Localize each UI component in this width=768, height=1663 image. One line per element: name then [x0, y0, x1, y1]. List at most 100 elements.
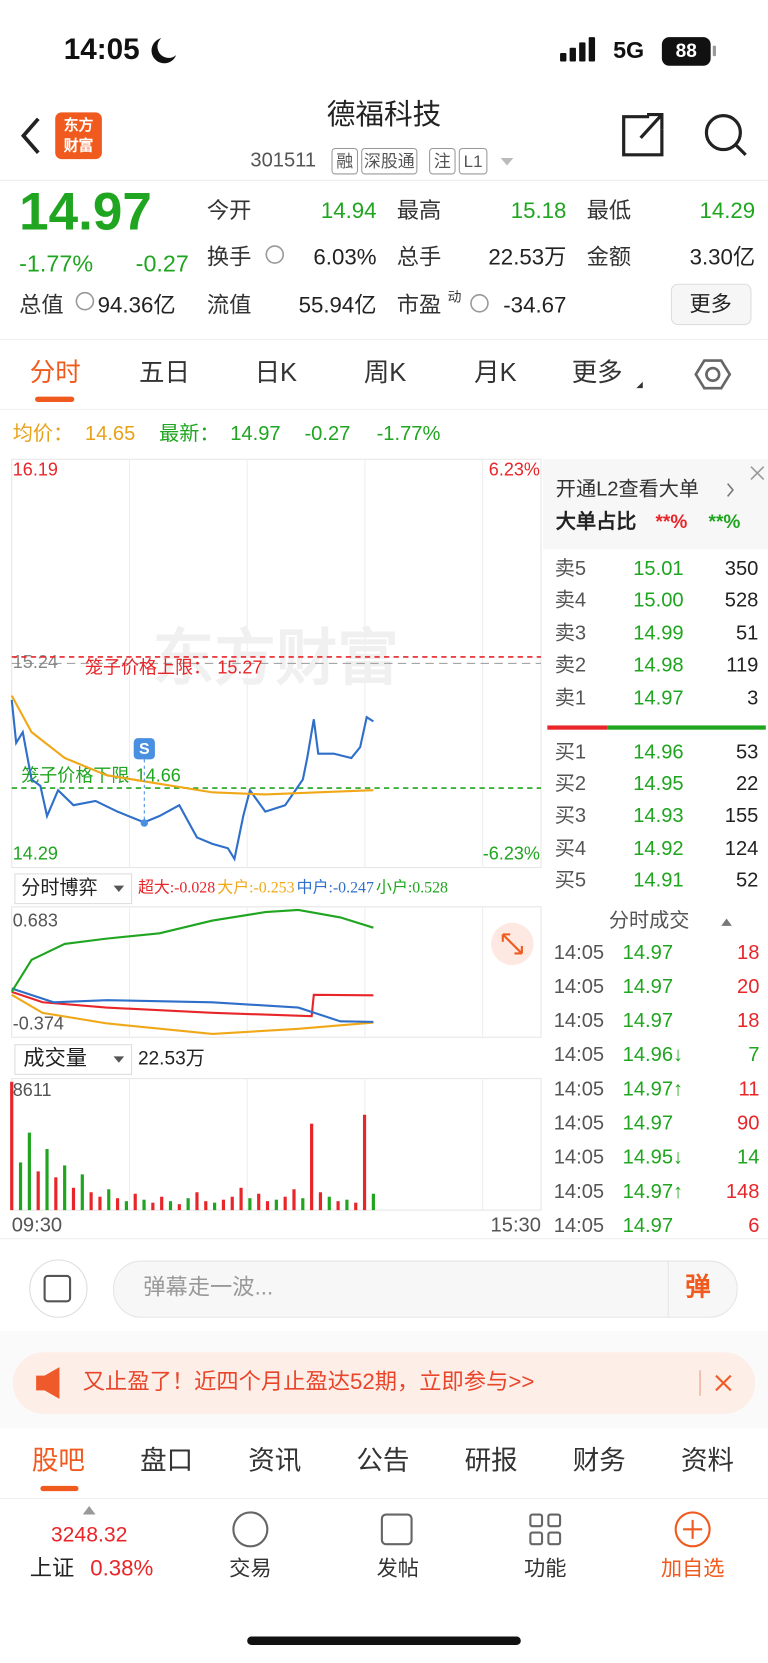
summary-value: -1.77%	[377, 423, 441, 445]
price-limit-name: 笼子价格下限	[21, 765, 129, 785]
series-line	[10, 908, 374, 993]
period-tab[interactable]: 日K	[255, 359, 297, 387]
content-tab[interactable]: 股吧	[32, 1446, 85, 1476]
promo-chevron[interactable]	[727, 483, 734, 497]
field-value: 14.94	[321, 198, 377, 223]
banner[interactable]	[12, 1352, 756, 1414]
trade-time: 14:05	[554, 1113, 604, 1135]
period-tab[interactable]: 五日	[139, 359, 190, 387]
series-line	[10, 695, 374, 796]
legend-entry: 中户:-0.247	[297, 878, 374, 896]
banner-close[interactable]	[715, 1374, 732, 1392]
nav-item[interactable]: 功能	[524, 1556, 566, 1580]
trade-icon[interactable]	[232, 1511, 269, 1548]
info-icon[interactable]	[470, 294, 489, 313]
comment-icon-button[interactable]	[29, 1259, 88, 1318]
legend-entry: 小户:0.528	[376, 878, 448, 896]
more-button-label: 更多	[689, 292, 731, 316]
volume-bar	[230, 1196, 234, 1211]
change-percent: -1.77%	[19, 250, 93, 276]
megaphone-icon	[36, 1367, 60, 1399]
content-tab[interactable]: 公告	[356, 1446, 409, 1476]
function-icon[interactable]	[529, 1513, 562, 1546]
comment-input[interactable]	[113, 1260, 738, 1318]
close-button[interactable]	[750, 466, 765, 480]
book-label: 买2	[555, 773, 586, 795]
search-button[interactable]	[704, 114, 747, 156]
period-tab[interactable]: 周K	[364, 359, 406, 387]
y-tick-label: 14.29	[13, 844, 58, 864]
volume-bar	[345, 1199, 349, 1211]
dropdown-arrow[interactable]	[500, 158, 514, 166]
period-tab[interactable]: 更多	[572, 359, 623, 387]
trades-toggle[interactable]	[721, 918, 732, 926]
nav-item[interactable]: 发帖	[377, 1556, 419, 1580]
trade-time: 14:05	[554, 1215, 604, 1237]
nav-item[interactable]: 交易	[229, 1556, 271, 1580]
book-price: 14.93	[633, 805, 683, 827]
trade-price: 14.97	[623, 1215, 673, 1237]
price-limit-label: 笼子价格下限 14.66	[21, 765, 181, 785]
indicator-select[interactable]	[14, 873, 133, 905]
period-tab[interactable]: 分时	[30, 359, 81, 387]
post-icon[interactable]	[380, 1513, 413, 1546]
watermark: 东方财富	[153, 624, 399, 693]
badge	[458, 147, 488, 175]
more-button[interactable]	[670, 283, 752, 326]
price-limit-value: 15.27	[217, 657, 262, 677]
book-price: 15.01	[633, 558, 683, 580]
period-tab[interactable]: 月K	[474, 359, 516, 387]
info-icon[interactable]	[265, 245, 285, 264]
share-button[interactable]	[622, 112, 664, 157]
volume-bar	[257, 1193, 261, 1211]
trade-price: 14.97	[623, 976, 673, 998]
trade-volume: 14	[737, 1147, 759, 1169]
status-network: 5G	[613, 37, 644, 63]
back-button[interactable]	[20, 117, 40, 154]
info-icon[interactable]	[75, 291, 95, 311]
marker-badge[interactable]	[133, 738, 155, 760]
field-value: 3.30亿	[690, 245, 756, 270]
trade-time: 14:05	[554, 942, 604, 964]
volume-bar	[124, 1201, 128, 1211]
settings-button[interactable]	[694, 359, 732, 390]
y2-tick-label: -6.23%	[483, 844, 540, 864]
badge-text: L1	[464, 152, 483, 171]
trade-volume: 18	[737, 942, 759, 964]
content-tab[interactable]: 财务	[573, 1446, 626, 1476]
status-battery: 88	[676, 41, 698, 62]
series-line	[11, 990, 374, 1018]
content-tab[interactable]: 盘口	[140, 1446, 193, 1476]
volume-bar	[36, 1171, 40, 1211]
book-volume: 119	[726, 654, 758, 676]
nav-item[interactable]: 加自选	[661, 1556, 725, 1580]
content-tab[interactable]: 资讯	[248, 1446, 301, 1476]
field-value: 15.18	[511, 198, 567, 223]
content-tab[interactable]: 资料	[681, 1446, 734, 1476]
indicator-select[interactable]	[14, 1044, 133, 1075]
trade-volume: 11	[739, 1078, 760, 1100]
stock-title: 德福科技	[327, 99, 442, 131]
volume-total: 22.53万	[138, 1049, 205, 1070]
field-value: 55.94亿	[299, 292, 377, 317]
pe-superscript: 动	[448, 290, 462, 305]
danmu-button[interactable]: 弹	[685, 1273, 710, 1301]
volume-bar	[301, 1198, 305, 1211]
badge	[361, 147, 418, 175]
battery-cap	[712, 45, 716, 57]
price-limit-label: 笼子价格上限： 15.27	[85, 657, 263, 677]
trade-volume: 18	[737, 1010, 759, 1032]
book-price: 14.96	[633, 741, 683, 763]
comment-placeholder: 弹幕走一波...	[143, 1275, 273, 1300]
add-watch-icon[interactable]	[674, 1511, 711, 1548]
book-price: 14.95	[633, 773, 683, 795]
moon-icon	[151, 38, 177, 64]
volume-bar	[362, 1114, 367, 1211]
book-volume: 528	[725, 590, 759, 612]
book-volume: 22	[736, 773, 758, 795]
book-price: 15.00	[633, 590, 683, 612]
trade-price: 14.97↑	[623, 1181, 683, 1203]
content-tab[interactable]: 研报	[465, 1446, 518, 1476]
book-price: 14.99	[633, 623, 683, 645]
